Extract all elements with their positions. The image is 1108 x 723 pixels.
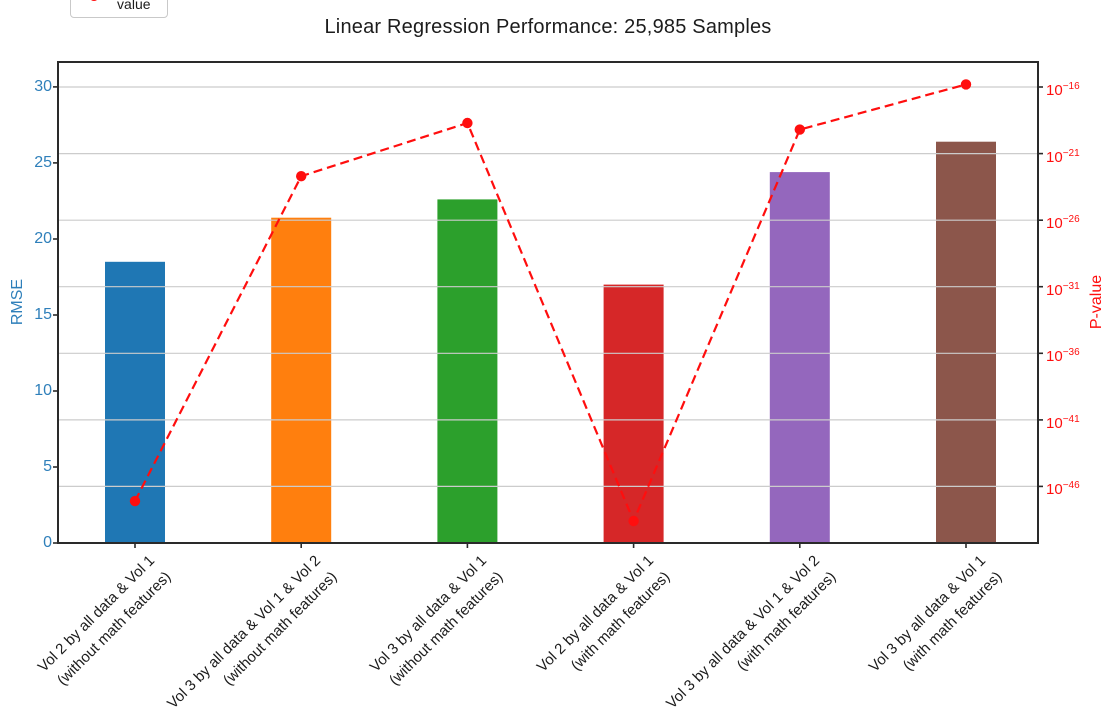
right-axis-title: P-value [1088, 274, 1105, 330]
y-right-tick-label-1e-36: 10−36 [1046, 347, 1080, 366]
pvalue-point-4 [628, 515, 639, 527]
bar-4 [603, 284, 664, 543]
plot-border [57, 61, 1039, 544]
bar-2 [271, 217, 332, 543]
y-right-tick-label-1e-16: 10−16 [1046, 81, 1080, 99]
pvalue-line [134, 83, 967, 524]
legend: P-value [70, 0, 168, 18]
legend-label: P-value [117, 0, 151, 12]
pvalue-point-3 [462, 117, 473, 129]
pvalue-point-2 [296, 171, 307, 182]
legend-line-sample [91, 0, 97, 1]
y-left-tick-label-20: 20 [34, 230, 52, 247]
chart-title: Linear Regression Performance: 25,985 Sa… [324, 16, 772, 38]
y-right-tick-label-1e-31: 10−31 [1046, 280, 1080, 299]
left-axis-title: RMSE [9, 278, 26, 326]
pvalue-point-6 [960, 79, 972, 90]
y-left-tick-label-15: 15 [34, 306, 52, 323]
bar-5 [769, 172, 830, 543]
y-left-tick-label-5: 5 [43, 458, 52, 475]
y-left-tick-label-10: 10 [34, 382, 52, 399]
y-right-tick-label-1e-21: 10−21 [1046, 147, 1080, 166]
legend-entry: P-value [79, 0, 163, 12]
bar-3 [437, 199, 498, 543]
pvalue-point-5 [794, 124, 805, 135]
y-right-tick-label-1e-26: 10−26 [1046, 214, 1080, 233]
legend-marker-icon [91, 0, 97, 1]
y-left-tick-label-30: 30 [34, 77, 52, 95]
y-left-tick-label-25: 25 [34, 153, 52, 171]
y-right-tick-label-1e-41: 10−41 [1046, 413, 1080, 432]
bar-6 [936, 141, 996, 543]
y-left-tick-label-0: 0 [43, 534, 52, 551]
y-right-tick-label-1e-46: 10−46 [1046, 480, 1080, 499]
pvalue-point-1 [129, 495, 141, 507]
